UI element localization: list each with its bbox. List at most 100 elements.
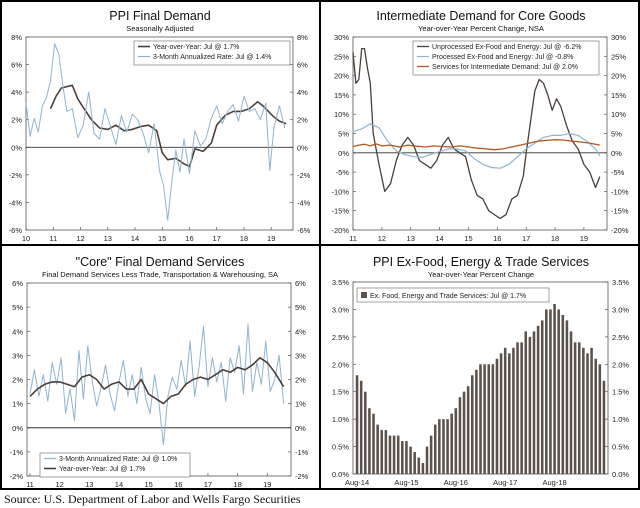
y-tick-label-left: -4%: [9, 198, 23, 207]
y-tick-label-right: 4%: [297, 88, 308, 97]
y-tick-label-right: -6%: [297, 226, 311, 235]
y-tick-label-left: 4%: [12, 327, 23, 336]
bar: [483, 364, 486, 474]
bar: [450, 413, 453, 474]
bar: [479, 364, 482, 474]
bar: [557, 309, 560, 474]
chart-intermediate-core-goods: Intermediate Demand for Core GoodsYear-o…: [331, 9, 629, 243]
legend-box: [39, 452, 191, 478]
chart-grid: PPI Final Demand Seasonally Adjusted 8% 8% 6…: [0, 0, 640, 490]
bar: [475, 369, 478, 474]
bar: [491, 364, 495, 474]
y-tick-label-right: -4%: [297, 198, 311, 207]
x-tick-label: 17: [522, 234, 530, 243]
y-tick-label-left: -20%: [331, 226, 349, 235]
y-tick-label-right: 1%: [295, 400, 306, 409]
plot-area: [25, 36, 294, 231]
series-line-2: [29, 357, 285, 405]
y-tick-label-right: 2.0%: [612, 360, 629, 369]
x-tick-label: 16: [185, 234, 193, 243]
x-tick-label: 17: [204, 480, 212, 489]
y-tick-label-left: 2.0%: [332, 360, 349, 369]
y-tick-label-right: 0.5%: [612, 443, 629, 452]
y-tick-label-right: 30%: [611, 33, 626, 42]
bar: [553, 303, 556, 474]
bar: [466, 386, 470, 474]
y-tick-label-right: 10%: [611, 110, 626, 119]
x-tick-label: Aug-15: [394, 478, 418, 487]
y-tick-label-right: 0.0%: [612, 470, 629, 479]
y-tick-label-right: 0%: [297, 143, 308, 152]
bar: [586, 353, 589, 474]
x-tick-label: 16: [174, 480, 182, 489]
y-tick-label-left: -2%: [10, 472, 24, 481]
x-tick-label: 13: [104, 234, 112, 243]
x-tick-label: 14: [115, 480, 123, 489]
x-tick-label: 11: [49, 234, 57, 243]
bar: [532, 331, 536, 474]
y-tick-label-left: 0%: [11, 143, 22, 152]
y-tick-label-right: 2.5%: [612, 333, 629, 342]
chart-subtitle: Final Demand Services Less Trade, Transp…: [42, 270, 278, 279]
bar: [565, 320, 569, 474]
bar: [545, 309, 548, 474]
bar: [359, 380, 363, 474]
x-tick-label: Aug-14: [345, 478, 369, 487]
y-tick-label-right: 1.0%: [612, 415, 629, 424]
x-tick-label: 18: [240, 234, 248, 243]
y-tick-label-left: 2%: [11, 116, 22, 125]
y-tick-label-left: 8%: [11, 33, 22, 42]
bar: [438, 419, 441, 474]
chart-subtitle: Year-over-Year Percent Change: [428, 270, 534, 279]
x-tick-label: 18: [551, 234, 559, 243]
legend-entry: Unprocessed Ex-Food and Energy: Jul @ -6…: [432, 44, 582, 51]
x-tick-label: 19: [267, 234, 275, 243]
bar: [590, 347, 593, 474]
x-tick-label: 18: [233, 480, 241, 489]
bar: [549, 309, 552, 474]
legend: Unprocessed Ex-Food and Energy: Jul @ -6…: [412, 40, 600, 76]
bar: [396, 435, 400, 474]
y-tick-label-left: 2%: [12, 376, 23, 385]
bar: [528, 336, 532, 474]
bar: [417, 457, 421, 474]
x-tick-label: 13: [85, 480, 93, 489]
bar: [376, 424, 379, 474]
legend-entry: 3-Month Annualized Rate: Jul @ 1.4%: [153, 54, 271, 61]
y-tick-label-right: -20%: [611, 226, 629, 235]
y-tick-label-left: 0%: [338, 149, 349, 158]
bar: [569, 331, 573, 474]
y-tick-label-right: 15%: [611, 91, 626, 100]
series-line-1: [29, 323, 285, 446]
y-tick-label-right: 6%: [295, 279, 306, 288]
y-tick-label-left: 0.5%: [332, 443, 349, 452]
y-tick-label-left: 4%: [11, 88, 22, 97]
legend-entry: Processed Ex-Food and Energy: Jul @ -0.8…: [432, 54, 573, 61]
panel-ppi-final-demand: PPI Final Demand Seasonally Adjusted 8% 8% 6…: [0, 0, 319, 244]
y-tick-label-left: 1%: [12, 400, 23, 409]
legend-entry: Services for Intermediate Demand: Jul @ …: [432, 64, 578, 71]
y-tick-label-left: 1.5%: [332, 388, 349, 397]
chart-title: PPI Ex-Food, Energy & Trade Services: [373, 255, 589, 269]
bar: [540, 320, 544, 474]
chart-ppi-ex-food-energy-trade: PPI Ex-Food, Energy & Trade ServicesYear…: [332, 255, 630, 487]
panel-core-final-demand-services: "Core" Final Demand Services Final Demand…: [0, 246, 319, 490]
y-tick-label-right: 1.5%: [612, 388, 629, 397]
y-tick-label-left: -15%: [331, 207, 349, 216]
bar: [495, 358, 499, 474]
y-tick-label-left: 0%: [12, 424, 23, 433]
bar: [598, 364, 602, 474]
y-tick-label-left: 5%: [12, 303, 23, 312]
series-line-3: [352, 139, 600, 151]
y-tick-label-left: 3%: [12, 351, 23, 360]
x-tick-label: 16: [493, 234, 501, 243]
x-tick-label: 13: [407, 234, 415, 243]
bar: [594, 358, 597, 474]
bar: [524, 331, 528, 474]
y-tick-label-left: 2.5%: [332, 333, 349, 342]
y-tick-label-right: -10%: [611, 187, 629, 196]
bar: [458, 397, 462, 474]
bar: [421, 463, 425, 474]
